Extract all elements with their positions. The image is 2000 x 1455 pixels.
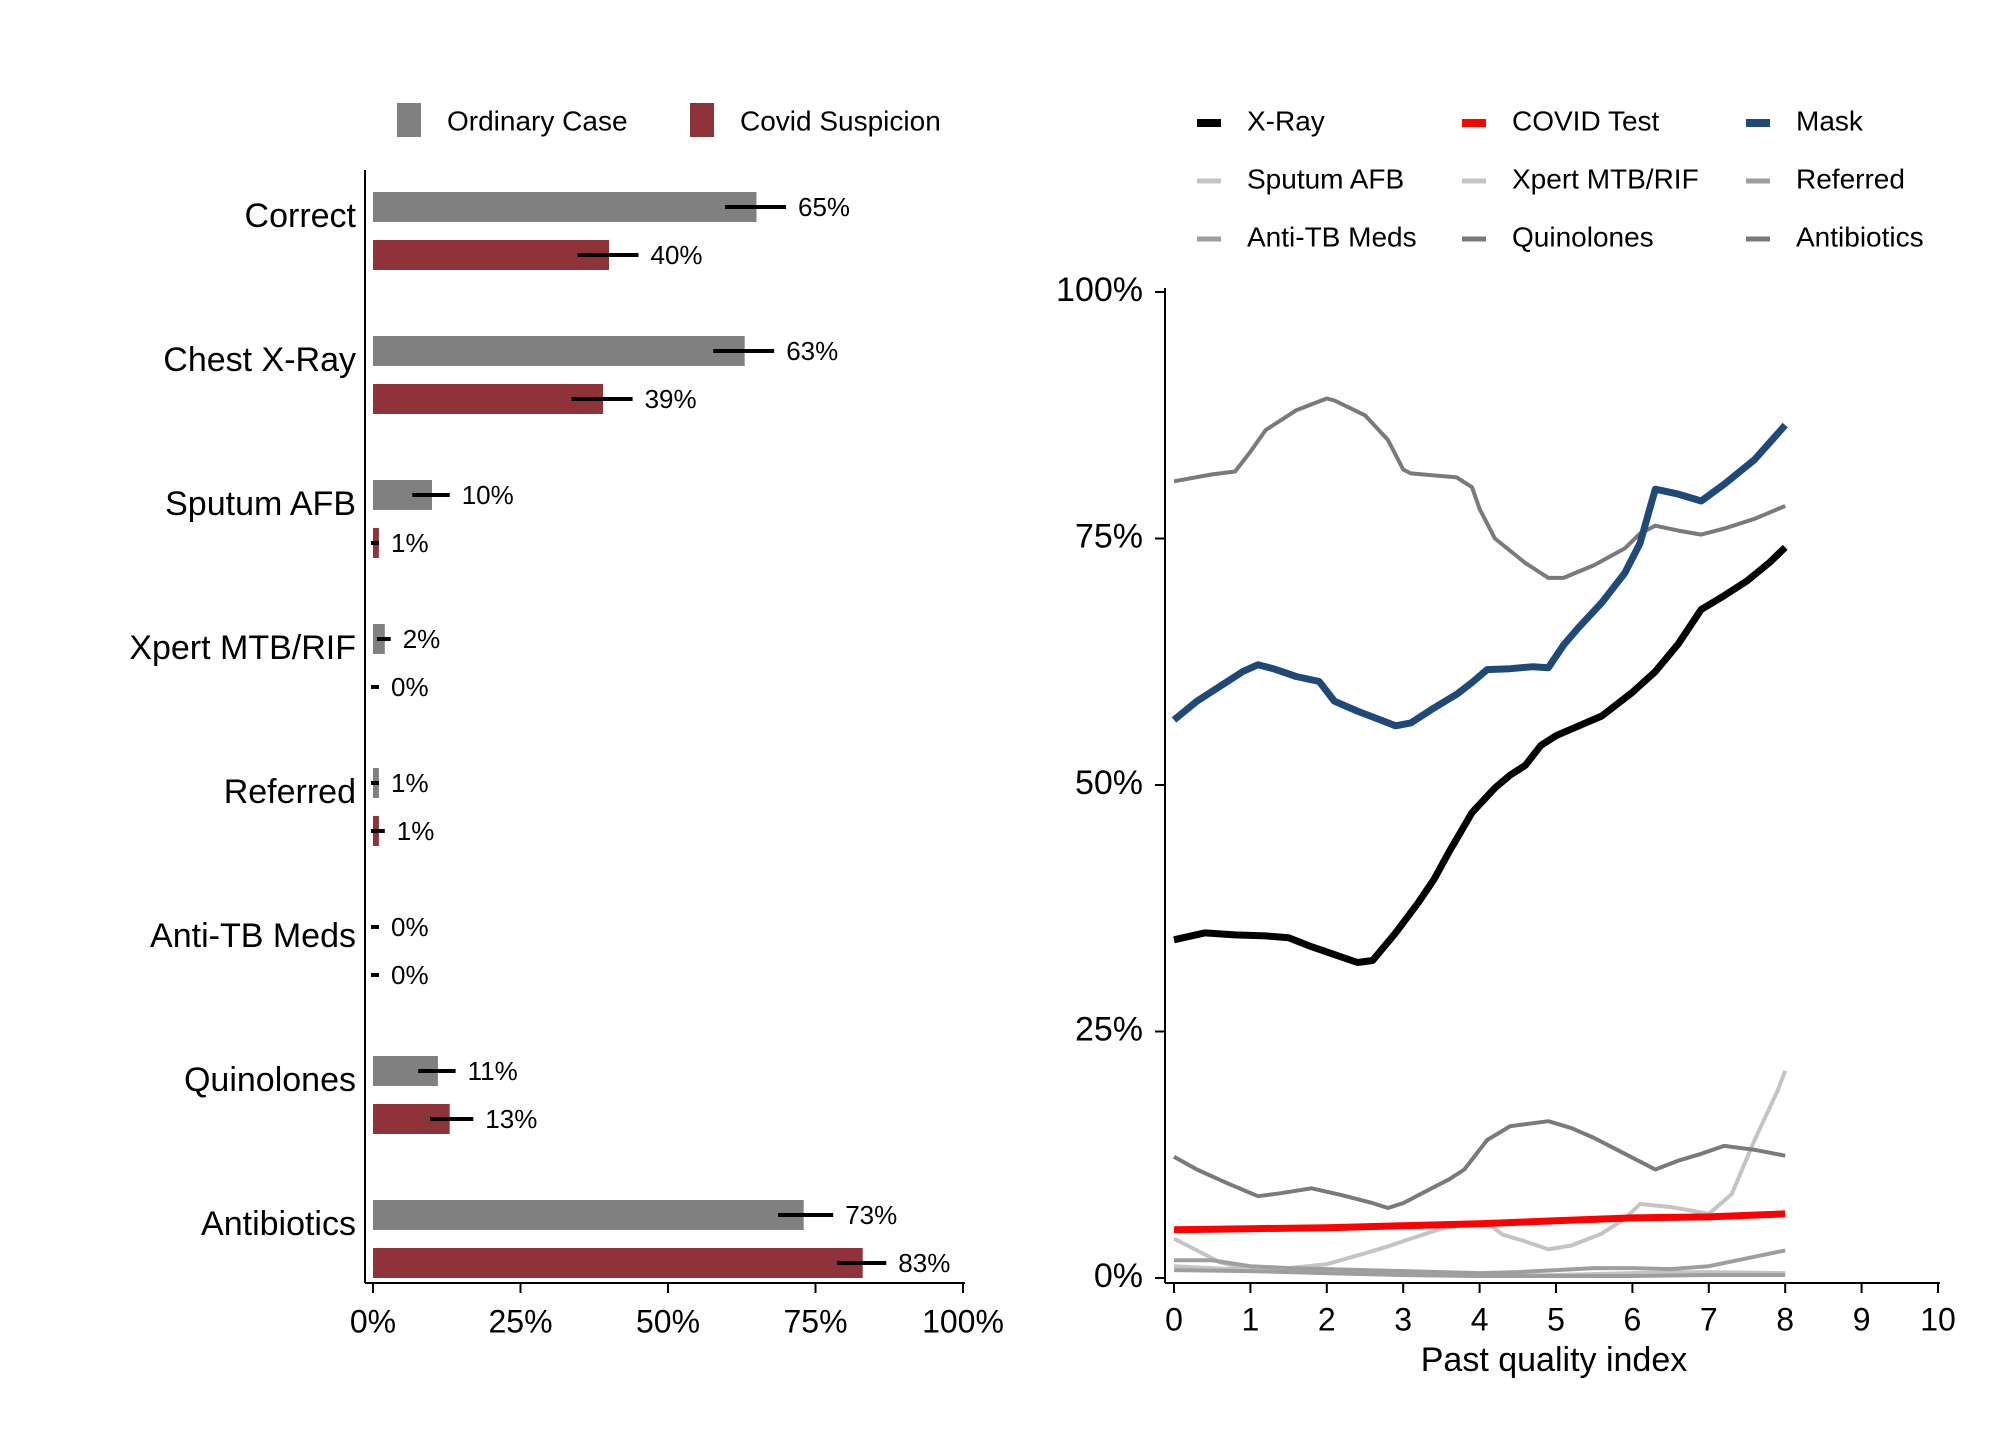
legend-label-ordinary-case: Ordinary Case [447,105,628,136]
series-line-covid-test [1173,1210,1786,1234]
bar-x-tick-label: 100% [922,1303,1004,1339]
line-x-tick-label: 4 [1471,1301,1489,1337]
line-x-tick-label: 9 [1853,1301,1871,1337]
series-line-quinolones [1173,1119,1786,1210]
line-y-tick-label: 75% [1075,517,1143,555]
line-x-axis-title: Past quality index [1421,1341,1688,1379]
bar-x-tick-label: 0% [350,1303,396,1339]
line-y-tick-label: 0% [1094,1257,1143,1295]
category-label-correct: Correct [245,197,357,235]
line-y-tick-label: 100% [1056,271,1143,309]
legend-label-antibiotics: Antibiotics [1796,221,1924,252]
bar-covid-suspicion-antibiotics [373,1248,863,1278]
series-line-mask [1171,422,1788,730]
data-label-ordinary-case-correct: 65% [798,192,850,222]
data-label-ordinary-case-antibiotics: 73% [845,1200,897,1230]
series-line-antibiotics [1173,396,1786,580]
legend-label-anti-tb-meds: Anti-TB Meds [1247,221,1417,252]
category-label-sputum-afb: Sputum AFB [165,485,356,523]
bar-x-tick-label: 75% [783,1303,847,1339]
category-label-antibiotics: Antibiotics [201,1205,356,1243]
series-line-sputum-afb [1173,1070,1788,1273]
category-label-chest-x-ray: Chest X-Ray [163,341,356,379]
data-label-covid-suspicion-quinolones: 13% [485,1104,537,1134]
line-chart-panel: X-Ray COVID Test Mask Sputum AFB Xpert MTB/R… [1056,105,1956,1379]
data-label-covid-suspicion-sputum-afb: 1% [391,528,429,558]
category-label-quinolones: Quinolones [184,1061,356,1099]
legend-label-referred: Referred [1796,163,1905,194]
legend-label-quinolones: Quinolones [1512,221,1654,252]
bar-x-tick-label: 50% [636,1303,700,1339]
line-x-tick-label: 10 [1920,1301,1956,1337]
legend-label-covid-suspicion: Covid Suspicion [740,105,941,136]
legend-label-xpert-mtb-rif: Xpert MTB/RIF [1512,163,1699,194]
legend-swatch-covid-suspicion [690,103,714,137]
line-x-tick-label: 1 [1242,1301,1260,1337]
bar-ordinary-case-antibiotics [373,1200,804,1230]
legend-swatch-ordinary-case [397,103,421,137]
category-label-referred: Referred [224,773,356,811]
legend-label-sputum-afb: Sputum AFB [1247,163,1404,194]
data-label-covid-suspicion-anti-tb-meds: 0% [391,960,429,990]
line-y-tick-label: 50% [1075,764,1143,802]
bar-ordinary-case-chest-x-ray [373,336,745,366]
category-label-xpert-mtb-rif: Xpert MTB/RIF [129,629,356,667]
line-x-tick-label: 6 [1624,1301,1642,1337]
line-x-tick-label: 0 [1165,1301,1183,1337]
series-line-anti-tb-meds [1173,1268,1786,1278]
line-x-tick-label: 5 [1547,1301,1565,1337]
data-label-covid-suspicion-chest-x-ray: 39% [645,384,697,414]
series-line-referred [1174,1248,1786,1276]
legend-label-x-ray: X-Ray [1247,105,1325,136]
data-label-ordinary-case-xpert-mtb-rif: 2% [403,624,441,654]
bar-covid-suspicion-correct [373,240,609,270]
legend-label-mask: Mask [1796,105,1864,136]
line-x-tick-label: 3 [1394,1301,1412,1337]
data-label-ordinary-case-sputum-afb: 10% [462,480,514,510]
data-label-covid-suspicion-xpert-mtb-rif: 0% [391,672,429,702]
bar-ordinary-case-correct [373,192,757,222]
line-y-tick-label: 25% [1075,1010,1143,1048]
line-x-tick-label: 2 [1318,1301,1336,1337]
line-x-tick-label: 8 [1776,1301,1794,1337]
data-label-covid-suspicion-referred: 1% [397,816,435,846]
legend-label-covid-test: COVID Test [1512,105,1660,136]
data-label-covid-suspicion-correct: 40% [651,240,703,270]
category-label-anti-tb-meds: Anti-TB Meds [150,917,356,955]
series-line-x-ray [1173,544,1788,966]
data-label-covid-suspicion-antibiotics: 83% [898,1248,950,1278]
data-label-ordinary-case-referred: 1% [391,768,429,798]
data-label-ordinary-case-anti-tb-meds: 0% [391,912,429,942]
bar-chart-panel: Ordinary Case Covid Suspicion 0% 25% 50% 75% 1… [129,103,1004,1339]
bar-x-tick-label: 25% [488,1303,552,1339]
data-label-ordinary-case-chest-x-ray: 63% [786,336,838,366]
data-label-ordinary-case-quinolones: 11% [468,1056,518,1086]
line-x-tick-label: 7 [1700,1301,1718,1337]
bar-covid-suspicion-chest-x-ray [373,384,604,414]
